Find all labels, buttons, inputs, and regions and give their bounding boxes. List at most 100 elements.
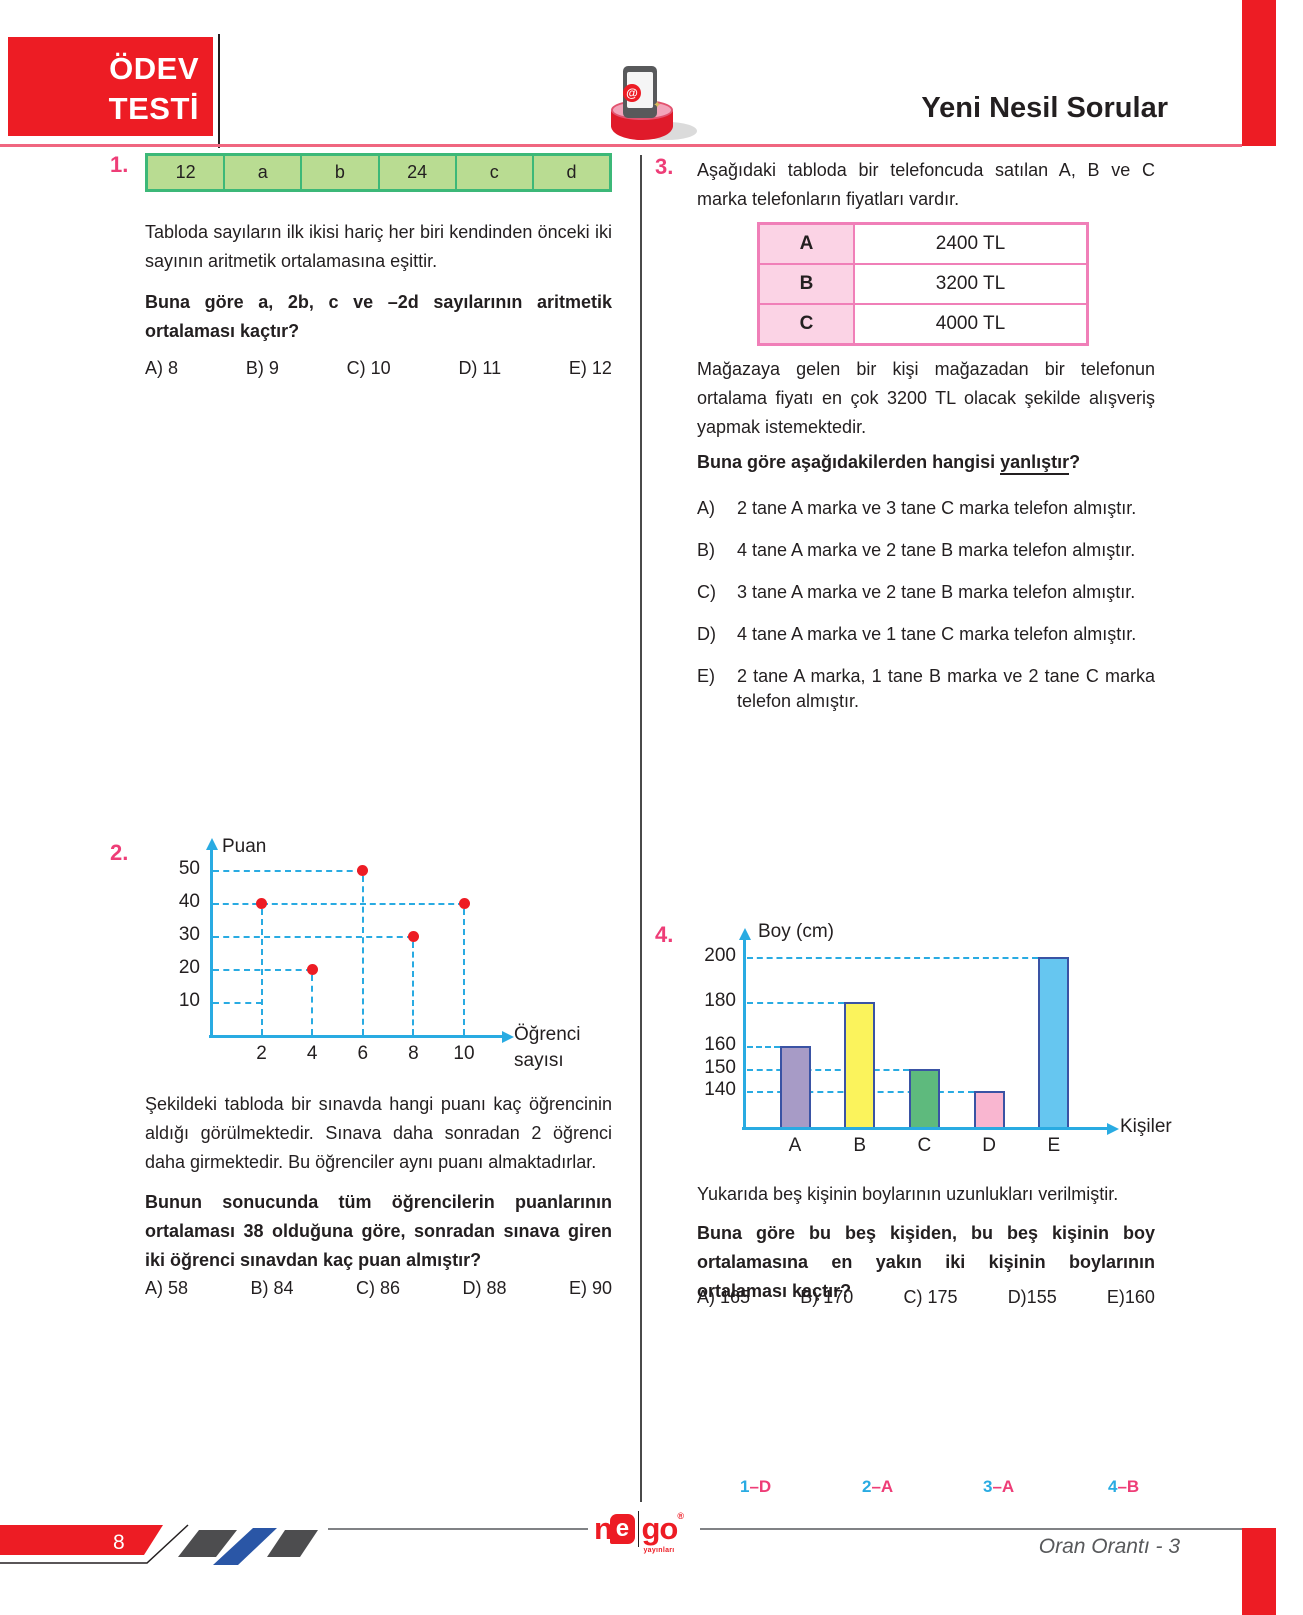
- stripe-blue: [213, 1528, 277, 1565]
- h-guide-line: [747, 1068, 909, 1071]
- q1-cell: a: [225, 156, 303, 189]
- q3-number: 3.: [655, 154, 674, 179]
- x-axis-title: Kişiler: [1120, 1116, 1172, 1137]
- y-tick-label: 150: [704, 1056, 736, 1078]
- h-guide-line: [213, 1002, 262, 1004]
- x-tick-label: 10: [453, 1043, 475, 1064]
- q4-option-a: A) 165: [697, 1287, 751, 1307]
- q1-cell: d: [566, 162, 577, 182]
- stripe-dark: [267, 1530, 318, 1557]
- badge-line1: ÖDEV: [109, 51, 199, 86]
- q3-option-e: E) 2 tane A marka, 1 tane B marka ve 2 t…: [697, 664, 1155, 714]
- bar: [844, 1001, 876, 1127]
- v-guide-line: [260, 909, 263, 1035]
- h-guide-line: [747, 1001, 845, 1004]
- table-row: B 3200 TL: [759, 264, 1087, 304]
- x-axis: [209, 1035, 503, 1038]
- option-text: 3 tane A marka ve 2 tane B marka telefon…: [737, 582, 1136, 602]
- q4-option-b: B) 170: [800, 1287, 854, 1307]
- option-label: E): [697, 666, 715, 686]
- answer-number: 1: [740, 1477, 750, 1496]
- y-tick-label: 40: [178, 891, 200, 912]
- footer-rule-right: [700, 1528, 1242, 1530]
- ribbon-outline: [0, 1524, 189, 1564]
- stripe-dark: [178, 1530, 237, 1557]
- q3-question-underlined: yanlıştır: [1000, 452, 1070, 475]
- answer-key-4: 4–B: [1108, 1477, 1139, 1497]
- v-guide-line: [463, 909, 465, 1035]
- h-guide-line: [213, 903, 464, 905]
- option-label: C): [697, 582, 716, 602]
- badge-line2: TESTİ: [108, 90, 199, 126]
- x-tick-label: 8: [408, 1043, 419, 1064]
- data-point: [357, 864, 369, 876]
- q3-price-cell: 2400 TL: [854, 224, 1087, 264]
- h-guide-line: [213, 936, 414, 938]
- x-tick-label: 4: [306, 1043, 318, 1064]
- q4-number: 4.: [655, 922, 674, 947]
- y-tick-label: 30: [178, 924, 200, 945]
- q3-question: Buna göre aşağıdakilerden hangisi yanlış…: [697, 448, 1155, 477]
- section-label: Oran Orantı - 3: [1038, 1535, 1180, 1558]
- q4-option-c: C) 175: [903, 1287, 958, 1307]
- y-axis: [743, 938, 746, 1127]
- q1-option-d: D) 11: [458, 358, 502, 378]
- y-axis-title: Boy (cm): [758, 921, 834, 942]
- table-row: A 2400 TL: [759, 224, 1087, 264]
- q1-option-b: B) 9: [245, 358, 279, 378]
- y-tick-label: 50: [178, 858, 200, 879]
- q2-chart: Puan Öğrenci sayısı 10 20 30 40 50 2 4 6 8 10: [150, 836, 620, 1078]
- x-tick-label: D: [982, 1135, 996, 1156]
- answer-letter: –A: [871, 1477, 894, 1496]
- header-rule: [0, 144, 1242, 147]
- option-label: B): [697, 540, 715, 560]
- x-tick-label: 2: [256, 1043, 267, 1064]
- q3-price-cell: 3200 TL: [854, 264, 1087, 304]
- logo-subtext: yayınları: [643, 1547, 675, 1554]
- q2-text: Şekildeki tabloda bir sınavda hangi puan…: [145, 1094, 612, 1172]
- v-guide-line: [412, 942, 415, 1035]
- data-point: [256, 897, 268, 909]
- x-tick-label: E: [1047, 1135, 1061, 1156]
- q2-option-c: C) 86: [356, 1278, 401, 1298]
- bar: [779, 1046, 811, 1127]
- y-tick-label: 160: [704, 1034, 736, 1056]
- column-divider: [640, 155, 642, 1502]
- badge-divider-rule: [218, 34, 220, 148]
- axis-arrow-up: [739, 928, 751, 940]
- q3-option-b: B) 4 tane A marka ve 2 tane B marka tele…: [697, 538, 1155, 563]
- q1-sequence-table: 12 a b 24 c d: [145, 153, 612, 192]
- q3-price-table: A 2400 TL B 3200 TL C 4000 TL: [757, 222, 1089, 346]
- x-axis-title: Öğrenci sayısı: [514, 1024, 581, 1071]
- v-guide-line: [361, 876, 364, 1035]
- q1-text: Tabloda sayıların ilk ikisi hariç her bi…: [145, 222, 612, 271]
- q1-option-e: E) 12: [568, 358, 612, 378]
- option-label: A): [697, 498, 715, 518]
- answer-letter: –A: [992, 1477, 1015, 1496]
- bar: [1038, 956, 1070, 1127]
- x-tick-label: B: [853, 1135, 867, 1156]
- y-tick-label: 10: [178, 990, 200, 1011]
- q4-chart: Boy (cm) Kişiler 140 150 160 180 200 A B C D E: [690, 895, 1210, 1165]
- q2-option-d: D) 88: [462, 1278, 507, 1298]
- data-point: [306, 963, 318, 975]
- footer-left-decoration: 8: [0, 1524, 318, 1565]
- q1-option-a: A) 8: [145, 358, 179, 378]
- option-text: 4 tane A marka ve 2 tane B marka telefon…: [737, 540, 1136, 560]
- q3-text: Mağazaya gelen bir kişi mağazadan bir te…: [697, 359, 1155, 437]
- q1-number: 1.: [110, 152, 129, 177]
- x-tick-label: C: [917, 1135, 932, 1156]
- h-guide-line: [747, 1046, 780, 1049]
- table-row: C 4000 TL: [759, 304, 1087, 344]
- q3-intro: Aşağıdaki tabloda bir telefoncuda satıla…: [697, 160, 1155, 209]
- q3-option-a: A) 2 tane A marka ve 3 tane C marka tele…: [697, 496, 1155, 521]
- q3-price-cell: 4000 TL: [854, 304, 1087, 344]
- option-label: D): [697, 624, 716, 644]
- q3-brand-cell: C: [759, 304, 854, 344]
- answer-letter: –D: [749, 1477, 772, 1496]
- header-red-bar: [1242, 0, 1276, 146]
- q2-option-e: E) 90: [568, 1278, 612, 1298]
- answer-letter: –B: [1117, 1477, 1140, 1496]
- y-tick-label: 180: [704, 989, 736, 1011]
- h-guide-line: [213, 969, 313, 971]
